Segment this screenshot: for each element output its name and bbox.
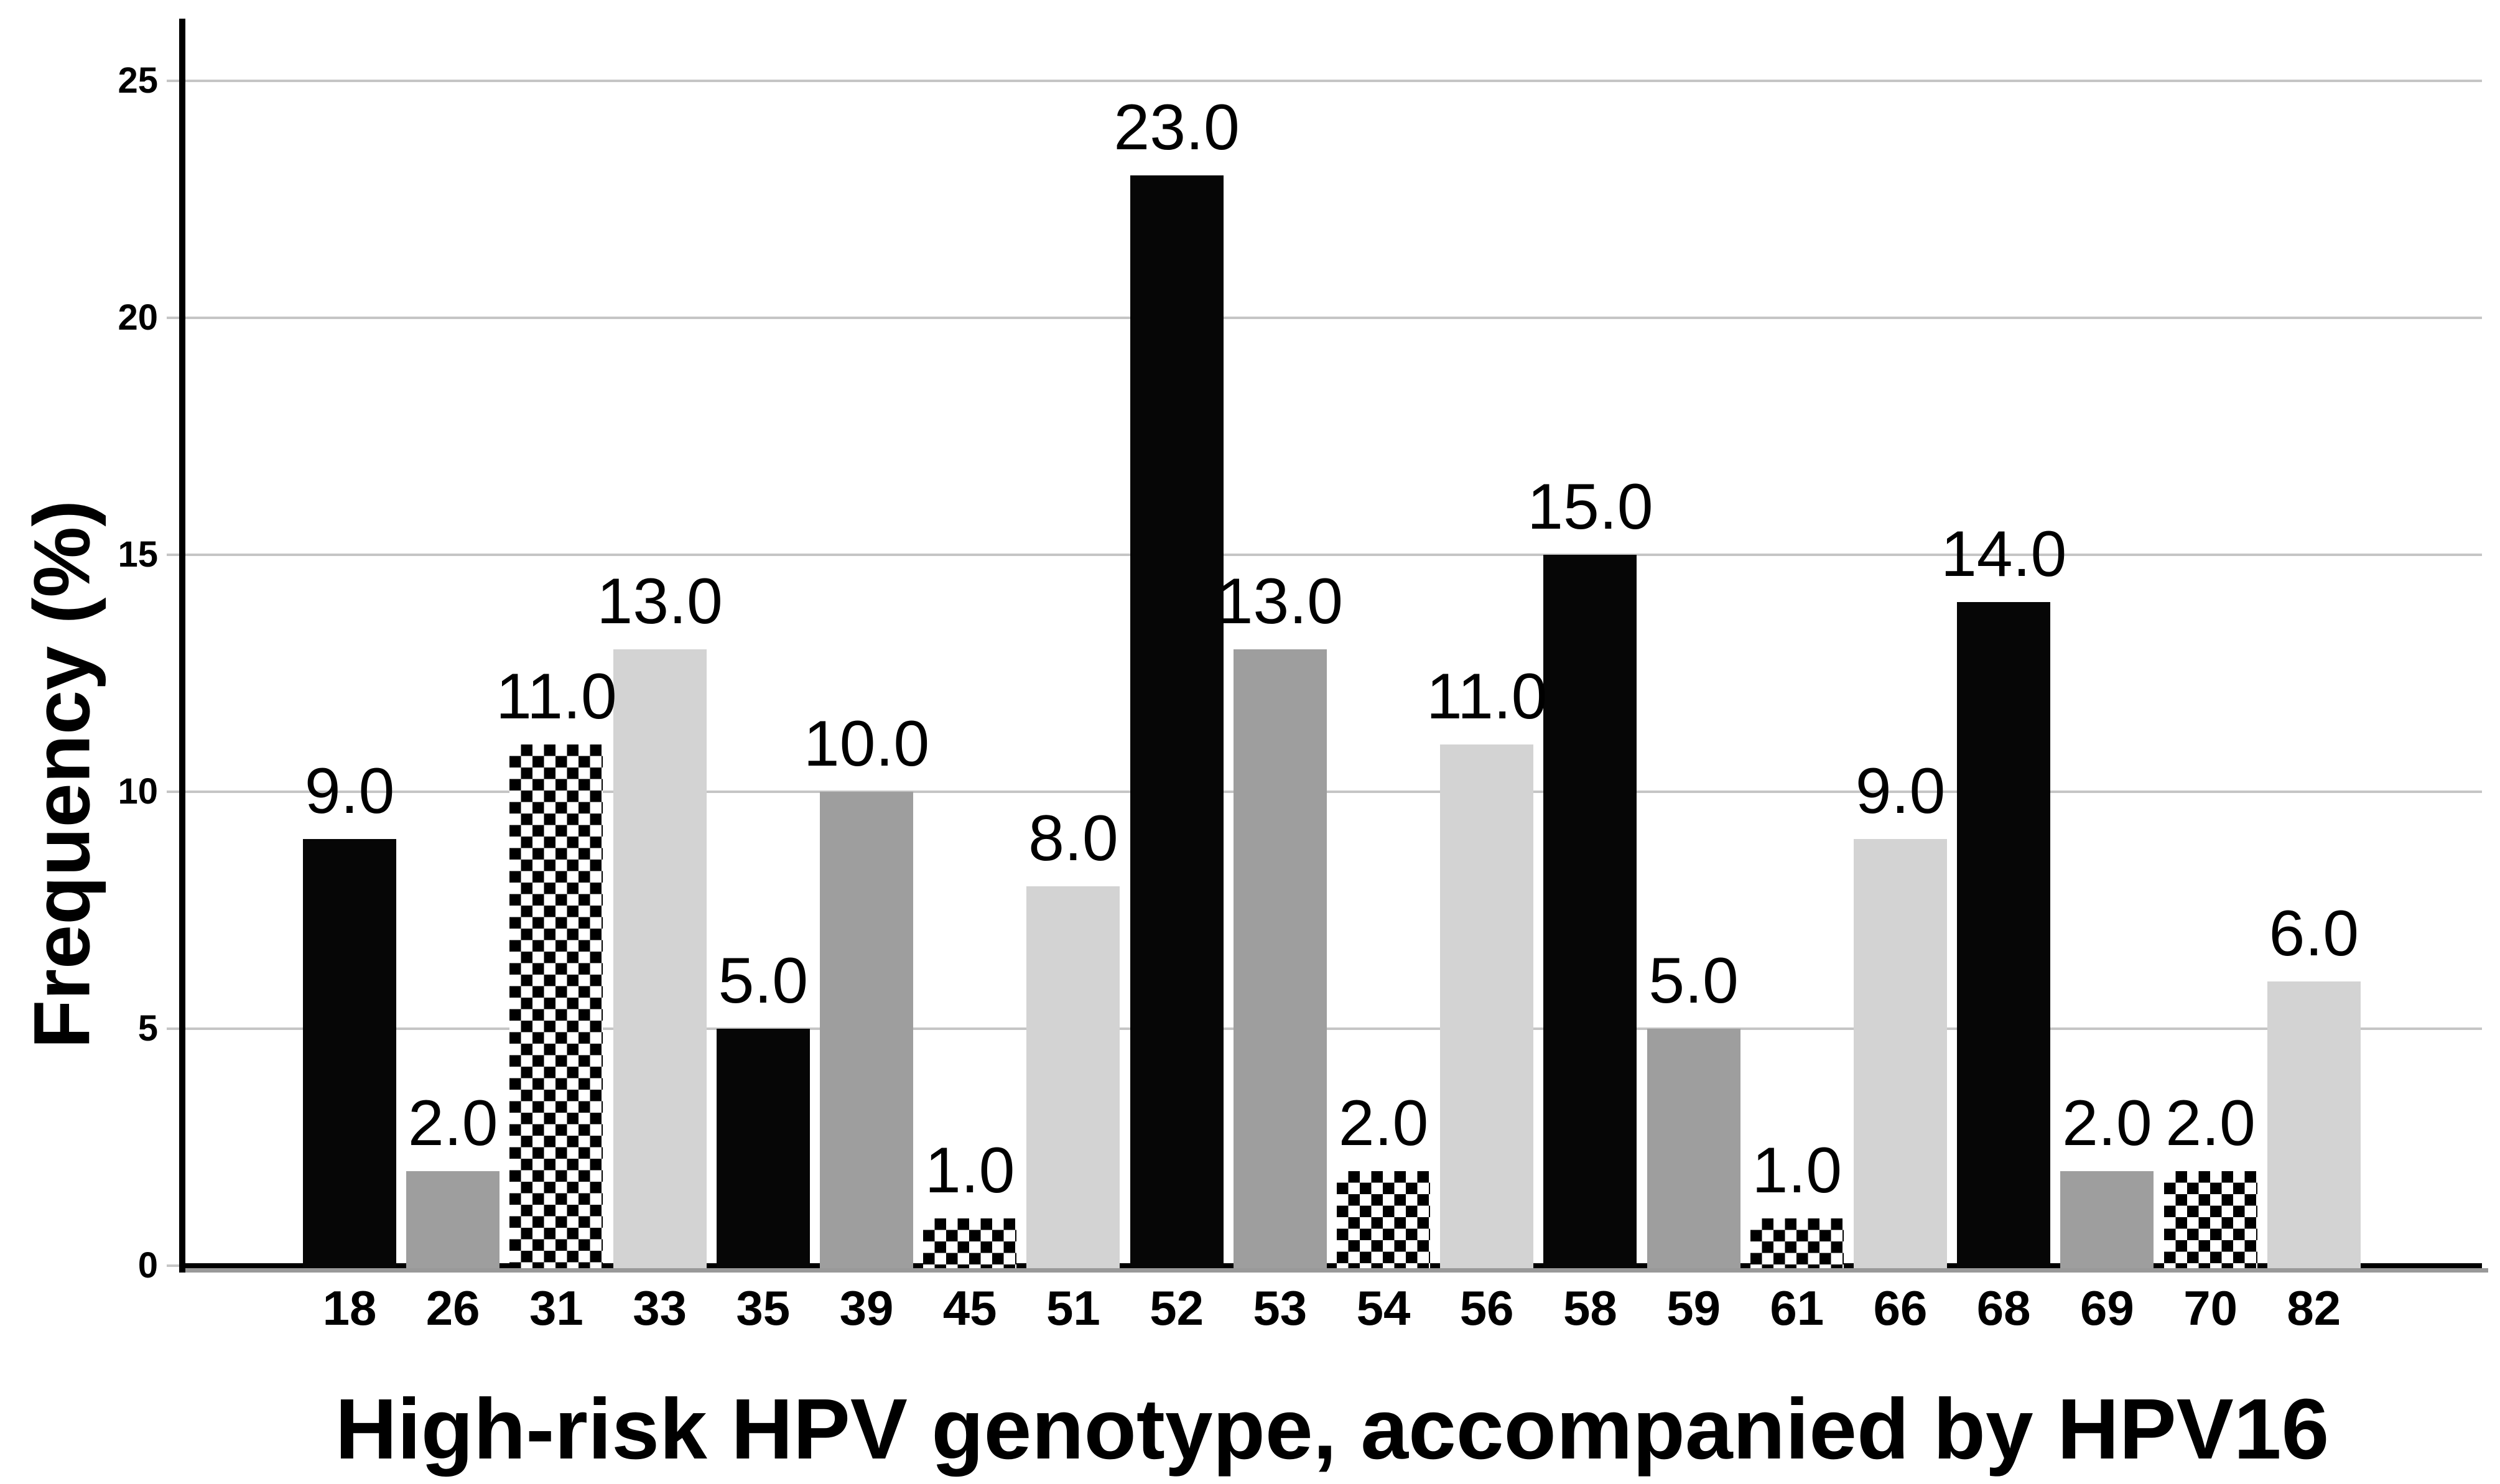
value-label-53: 13.0 xyxy=(1217,565,1343,638)
bar-26 xyxy=(406,1171,500,1268)
x-tick-label-61: 61 xyxy=(1770,1281,1824,1335)
y-tick-mark-25 xyxy=(167,80,180,82)
value-label-18: 9.0 xyxy=(304,755,395,828)
y-tick-label-5: 5 xyxy=(137,1008,158,1049)
value-label-54: 2.0 xyxy=(1338,1087,1429,1159)
y-tick-mark-5 xyxy=(167,1027,180,1030)
x-tick-label-26: 26 xyxy=(425,1281,480,1335)
gridline-10 xyxy=(185,791,2482,793)
value-label-70: 2.0 xyxy=(2165,1087,2256,1159)
gridline-15 xyxy=(185,554,2482,556)
bar-35 xyxy=(716,1029,810,1268)
x-tick-label-69: 69 xyxy=(2080,1281,2134,1335)
bar-56 xyxy=(1440,744,1534,1268)
x-tick-label-18: 18 xyxy=(322,1281,377,1335)
value-label-39: 10.0 xyxy=(803,708,930,780)
x-tick-label-58: 58 xyxy=(1563,1281,1617,1335)
bar-45 xyxy=(923,1218,1017,1268)
x-tick-label-59: 59 xyxy=(1666,1281,1721,1335)
bar-66 xyxy=(1854,839,1947,1268)
bar-52 xyxy=(1130,175,1224,1268)
x-tick-label-35: 35 xyxy=(736,1281,791,1335)
bar-33 xyxy=(613,649,707,1268)
bar-18 xyxy=(303,839,396,1268)
value-label-66: 9.0 xyxy=(1855,755,1946,828)
y-tick-label-20: 20 xyxy=(118,297,158,338)
value-label-35: 5.0 xyxy=(718,945,809,1017)
x-tick-label-70: 70 xyxy=(2183,1281,2237,1335)
value-label-82: 6.0 xyxy=(2269,897,2359,970)
bar-59 xyxy=(1647,1029,1740,1268)
x-tick-label-66: 66 xyxy=(1873,1281,1928,1335)
x-axis-line xyxy=(179,1263,2482,1268)
bar-31 xyxy=(509,744,603,1268)
x-tick-label-54: 54 xyxy=(1356,1281,1411,1335)
y-tick-mark-0 xyxy=(167,1264,180,1267)
bar-58 xyxy=(1543,555,1637,1268)
y-tick-label-15: 15 xyxy=(118,534,158,575)
value-label-33: 13.0 xyxy=(597,565,723,638)
bar-54 xyxy=(1337,1171,1430,1268)
x-tick-label-31: 31 xyxy=(529,1281,583,1335)
x-tick-label-39: 39 xyxy=(839,1281,894,1335)
bar-39 xyxy=(820,792,913,1268)
value-label-69: 2.0 xyxy=(2062,1087,2152,1159)
y-axis-line xyxy=(179,19,185,1273)
y-tick-mark-20 xyxy=(167,317,180,319)
value-label-26: 2.0 xyxy=(407,1087,498,1159)
bar-70 xyxy=(2163,1171,2257,1268)
x-tick-label-45: 45 xyxy=(942,1281,997,1335)
y-tick-label-10: 10 xyxy=(118,771,158,812)
y-tick-label-25: 25 xyxy=(118,60,158,101)
gridline-25 xyxy=(185,80,2482,82)
x-tick-label-52: 52 xyxy=(1150,1281,1204,1335)
x-tick-label-56: 56 xyxy=(1459,1281,1514,1335)
value-label-61: 1.0 xyxy=(1752,1134,1842,1207)
bar-69 xyxy=(2060,1171,2154,1268)
value-label-51: 8.0 xyxy=(1028,802,1118,875)
value-label-68: 14.0 xyxy=(1940,518,2067,591)
value-label-45: 1.0 xyxy=(924,1134,1015,1207)
x-axis-shadow-line xyxy=(179,1268,2488,1273)
bar-61 xyxy=(1750,1218,1844,1268)
gridline-20 xyxy=(185,317,2482,319)
x-tick-label-68: 68 xyxy=(1976,1281,2031,1335)
value-label-56: 11.0 xyxy=(1426,660,1548,733)
value-label-59: 5.0 xyxy=(1648,945,1739,1017)
x-tick-label-53: 53 xyxy=(1253,1281,1308,1335)
bar-68 xyxy=(1957,602,2051,1268)
x-axis-title: High-risk HPV genotype, accompanied by H… xyxy=(335,1381,2330,1477)
bar-53 xyxy=(1233,649,1327,1268)
x-tick-label-51: 51 xyxy=(1046,1281,1100,1335)
bar-82 xyxy=(2267,981,2361,1268)
y-tick-label-0: 0 xyxy=(137,1245,158,1286)
y-tick-mark-10 xyxy=(167,791,180,793)
value-label-31: 11.0 xyxy=(496,660,617,733)
y-tick-mark-15 xyxy=(167,554,180,556)
gridline-5 xyxy=(185,1027,2482,1030)
x-tick-label-33: 33 xyxy=(633,1281,687,1335)
value-label-52: 23.0 xyxy=(1113,91,1240,164)
value-label-58: 15.0 xyxy=(1527,471,1653,543)
x-tick-label-82: 82 xyxy=(2287,1281,2341,1335)
bar-51 xyxy=(1026,886,1120,1268)
